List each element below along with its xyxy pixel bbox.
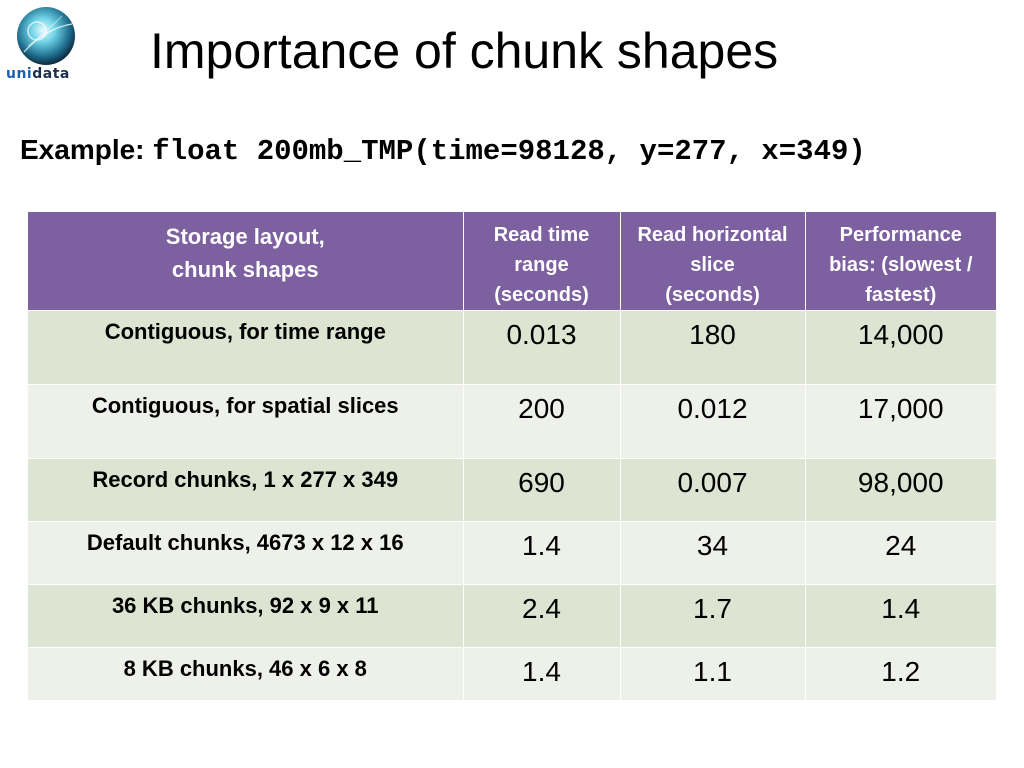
globe-icon — [17, 7, 75, 65]
header-col2-line1: Read time — [493, 224, 590, 246]
cell-read-time: 1.4 — [463, 521, 621, 585]
unidata-logo: unidata — [4, 4, 86, 84]
header-col4-line3: fastest) — [865, 284, 937, 306]
header-performance-bias: Performance bias: (slowest / fastest) — [805, 212, 996, 311]
table-row: Contiguous, for time range 0.013 180 14,… — [28, 310, 996, 385]
header-col3-line3: (seconds) — [665, 284, 760, 306]
cell-bias: 1.2 — [805, 647, 996, 700]
cell-layout: Record chunks, 1 x 277 x 349 — [28, 458, 464, 522]
cell-read-slice: 1.7 — [620, 584, 806, 648]
table-row: 8 KB chunks, 46 x 6 x 8 1.4 1.1 1.2 — [28, 647, 996, 700]
cell-bias: 24 — [805, 521, 996, 585]
table-header-row: Storage layout, chunk shapes Read time r… — [28, 212, 996, 311]
header-storage-layout: Storage layout, chunk shapes — [28, 212, 464, 311]
cell-bias: 14,000 — [805, 310, 996, 385]
table-row: Contiguous, for spatial slices 200 0.012… — [28, 384, 996, 459]
header-col1-line1: Storage layout, — [165, 224, 325, 249]
header-col4-line1: Performance — [839, 224, 962, 246]
header-col3-line1: Read horizontal — [637, 224, 788, 246]
cell-read-time: 2.4 — [463, 584, 621, 648]
table-row: Record chunks, 1 x 277 x 349 690 0.007 9… — [28, 458, 996, 522]
example-label: Example: — [20, 134, 145, 165]
cell-read-slice: 180 — [620, 310, 806, 385]
header-read-horizontal-slice: Read horizontal slice (seconds) — [620, 212, 806, 311]
chunk-performance-table: Storage layout, chunk shapes Read time r… — [28, 212, 996, 700]
cell-layout: Contiguous, for spatial slices — [28, 384, 464, 459]
header-read-time-range: Read time range (seconds) — [463, 212, 621, 311]
example-code: float 200mb_TMP(time=98128, y=277, x=349… — [152, 135, 866, 168]
table-row: 36 KB chunks, 92 x 9 x 11 2.4 1.7 1.4 — [28, 584, 996, 648]
cell-layout: Contiguous, for time range — [28, 310, 464, 385]
cell-bias: 98,000 — [805, 458, 996, 522]
cell-bias: 1.4 — [805, 584, 996, 648]
cell-read-time: 200 — [463, 384, 621, 459]
cell-read-time: 690 — [463, 458, 621, 522]
cell-layout: 8 KB chunks, 46 x 6 x 8 — [28, 647, 464, 700]
cell-read-slice: 34 — [620, 521, 806, 585]
header-col2-line3: (seconds) — [494, 284, 589, 306]
header-col4-line2: bias: (slowest / — [829, 254, 973, 276]
slide-title: Importance of chunk shapes — [150, 23, 779, 79]
header-col2-line2: range — [514, 254, 569, 276]
cell-read-time: 1.4 — [463, 647, 621, 700]
logo-text-data: data — [32, 66, 70, 82]
cell-read-slice: 1.1 — [620, 647, 806, 700]
logo-text-uni: uni — [6, 66, 33, 82]
table-row: Default chunks, 4673 x 12 x 16 1.4 34 24 — [28, 521, 996, 585]
header-col1-line2: chunk shapes — [171, 257, 319, 282]
cell-read-time: 0.013 — [463, 310, 621, 385]
cell-bias: 17,000 — [805, 384, 996, 459]
cell-layout: Default chunks, 4673 x 12 x 16 — [28, 521, 464, 585]
example-line: Example: float 200mb_TMP(time=98128, y=2… — [20, 134, 866, 168]
header-col3-line2: slice — [690, 254, 735, 276]
cell-layout: 36 KB chunks, 92 x 9 x 11 — [28, 584, 464, 648]
cell-read-slice: 0.007 — [620, 458, 806, 522]
cell-read-slice: 0.012 — [620, 384, 806, 459]
logo-wordmark: unidata — [6, 66, 70, 82]
